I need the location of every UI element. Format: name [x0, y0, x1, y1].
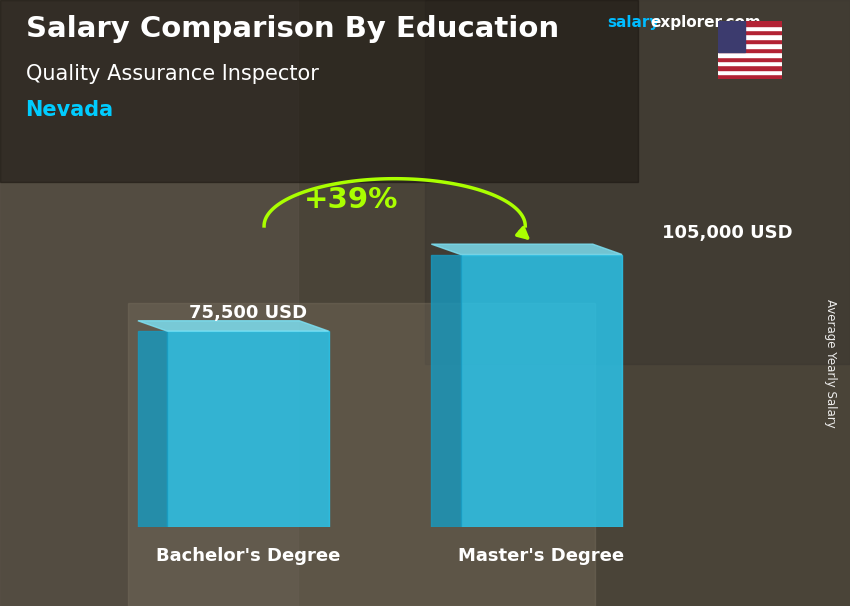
Polygon shape: [431, 255, 461, 527]
Text: Quality Assurance Inspector: Quality Assurance Inspector: [26, 64, 319, 84]
Bar: [718, 44, 782, 48]
Polygon shape: [138, 331, 167, 527]
Bar: [425, 0, 850, 364]
Text: 75,500 USD: 75,500 USD: [189, 304, 307, 322]
Text: +39%: +39%: [303, 186, 398, 214]
Bar: [718, 48, 782, 52]
Bar: [718, 21, 745, 52]
Bar: [718, 21, 782, 25]
Text: Average Yearly Salary: Average Yearly Salary: [824, 299, 837, 428]
Polygon shape: [138, 321, 329, 331]
Bar: [718, 56, 782, 61]
Text: salary: salary: [608, 15, 660, 30]
Text: explorer.com: explorer.com: [650, 15, 761, 30]
Bar: [167, 331, 329, 527]
Bar: [718, 52, 782, 56]
Bar: [718, 30, 782, 35]
Text: Salary Comparison By Education: Salary Comparison By Education: [26, 15, 558, 43]
Text: Bachelor's Degree: Bachelor's Degree: [156, 547, 340, 565]
Bar: [718, 39, 782, 44]
Text: Master's Degree: Master's Degree: [458, 547, 625, 565]
Bar: [718, 35, 782, 39]
Text: Nevada: Nevada: [26, 100, 114, 120]
Bar: [0, 0, 638, 182]
Polygon shape: [431, 244, 622, 255]
Bar: [718, 25, 782, 30]
Bar: [718, 61, 782, 65]
Bar: [718, 65, 782, 70]
Bar: [128, 303, 595, 606]
Bar: [461, 255, 622, 527]
Bar: [0, 0, 298, 606]
Bar: [718, 70, 782, 75]
Bar: [718, 75, 782, 79]
Text: 105,000 USD: 105,000 USD: [662, 224, 793, 242]
